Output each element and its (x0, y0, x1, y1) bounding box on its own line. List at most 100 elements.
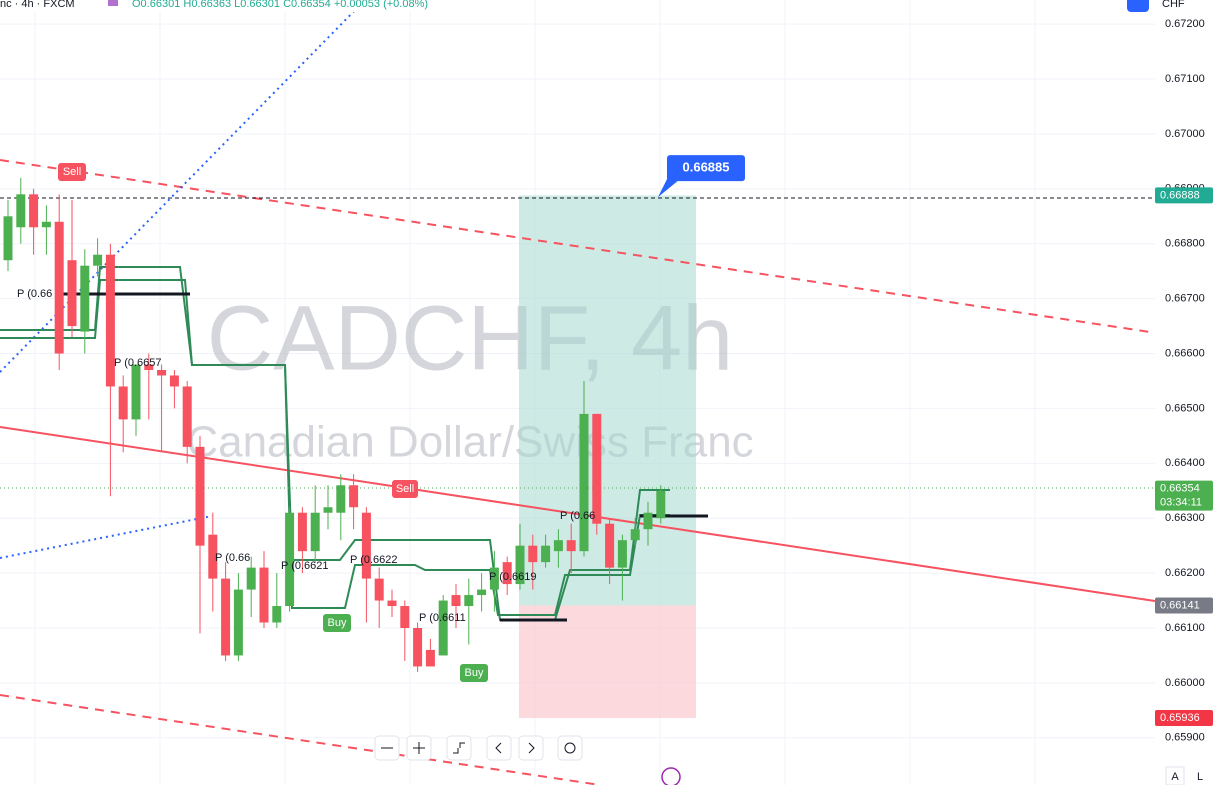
trend-line (0, 159, 1151, 333)
replay-icon[interactable] (661, 767, 681, 785)
icon (564, 742, 576, 754)
price-tag-label: 0.66888 (1160, 189, 1200, 201)
target-callout (667, 155, 745, 182)
candle-body (259, 567, 269, 623)
candle-body (246, 567, 256, 590)
y-tick-label: 0.66400 (1165, 457, 1205, 469)
candle-body (566, 540, 576, 552)
candle-body (144, 364, 154, 370)
log-scale-label[interactable]: L (1197, 771, 1203, 783)
pivot-line (0, 279, 670, 616)
candle-body (16, 194, 26, 228)
candle-body (297, 512, 307, 552)
scroll-right-button[interactable] (518, 735, 544, 761)
candle-body (80, 265, 90, 332)
candle-body (605, 523, 615, 568)
y-tick-label: 0.66000 (1165, 677, 1205, 689)
y-tick-label: 0.66700 (1165, 293, 1205, 305)
pivot-label: P (0.66 (560, 510, 595, 522)
candle-body (374, 578, 384, 601)
y-tick-label: 0.66300 (1165, 512, 1205, 524)
reset-button[interactable] (446, 735, 472, 761)
scroll-left-button[interactable] (486, 735, 512, 761)
pivot-label: P (0.6622 (350, 554, 398, 566)
y-tick-label: 0.66500 (1165, 402, 1205, 414)
candle-body (3, 216, 13, 261)
y-tick-label: 0.65900 (1165, 732, 1205, 744)
countdown-label: 03:34:11 (1160, 496, 1202, 508)
candle-body (323, 507, 333, 513)
price-tag (1155, 710, 1213, 727)
signal-label: Buy (328, 617, 347, 629)
pivot-label: P (0.6619 (489, 571, 537, 583)
candle-body (630, 529, 640, 541)
loss-zone (519, 605, 696, 719)
candle-body (233, 589, 243, 656)
candle-body (29, 194, 39, 228)
candle-body (502, 562, 512, 585)
y-tick-label: 0.66100 (1165, 622, 1205, 634)
icon (528, 742, 535, 754)
signal-badge (460, 664, 488, 682)
auto-scale-label[interactable]: A (1171, 771, 1179, 783)
candle-body (553, 540, 563, 552)
price-tag-label: 0.65936 (1160, 712, 1200, 724)
candle-body (592, 413, 602, 524)
pivot-line (0, 266, 670, 621)
icon (413, 742, 425, 754)
y-tick-label: 0.67100 (1165, 73, 1205, 85)
candle-body (643, 512, 653, 530)
candle-body (131, 364, 141, 420)
candle-body (169, 375, 179, 387)
candle-body (451, 595, 461, 607)
candle-body (157, 369, 167, 376)
candle-body (336, 485, 346, 513)
currency[interactable]: CHF (1162, 0, 1185, 10)
pivot-label: P (0.66 (17, 288, 52, 300)
candle-body (208, 534, 218, 579)
candle-body (656, 490, 666, 519)
symbol-legend: nc · 4h · FXCM (0, 0, 75, 10)
candle-body (528, 545, 538, 563)
target-callout-label: 0.66885 (683, 160, 730, 175)
candle-body (221, 578, 231, 656)
price-scale (1155, 0, 1213, 785)
candle-body (349, 485, 359, 508)
ohlc-legend: O0.66301 H0.66363 L0.66301 C0.66354 +0.0… (132, 0, 428, 10)
candle-body (477, 589, 487, 596)
price-tag (1155, 480, 1213, 511)
candle-body (361, 512, 371, 579)
candle-body (118, 386, 128, 420)
candle-body (285, 512, 295, 607)
icon (108, 0, 118, 6)
pivot-label: P (0.6621 (281, 560, 329, 572)
candle-body (67, 260, 77, 327)
candle-body (400, 606, 410, 628)
candle-body (579, 413, 589, 552)
price-tag (1155, 597, 1213, 614)
pivot-label: P (0.66 (215, 552, 250, 564)
signal-label: Sell (63, 166, 81, 178)
y-tick-label: 0.66600 (1165, 347, 1205, 359)
refresh-button[interactable] (557, 735, 583, 761)
candle-body (182, 386, 192, 447)
auto-scale-button[interactable] (1165, 766, 1185, 785)
candle-body (413, 628, 423, 667)
icon (453, 742, 465, 754)
candle-body (93, 254, 103, 266)
candle-body (54, 221, 64, 354)
price-tag (1155, 187, 1213, 204)
y-tick-label: 0.66800 (1165, 238, 1205, 250)
candle-body (617, 540, 627, 568)
legend-bg (0, 0, 490, 12)
button[interactable] (1127, 0, 1149, 12)
candle-body (387, 600, 397, 607)
y-tick-label: 0.67000 (1165, 128, 1205, 140)
y-tick-label: 0.66200 (1165, 567, 1205, 579)
icon (495, 742, 502, 754)
signal-badge (392, 480, 418, 498)
signal-label: Sell (396, 483, 414, 495)
y-tick-label: 0.67200 (1165, 18, 1205, 30)
candle-body (425, 649, 435, 667)
